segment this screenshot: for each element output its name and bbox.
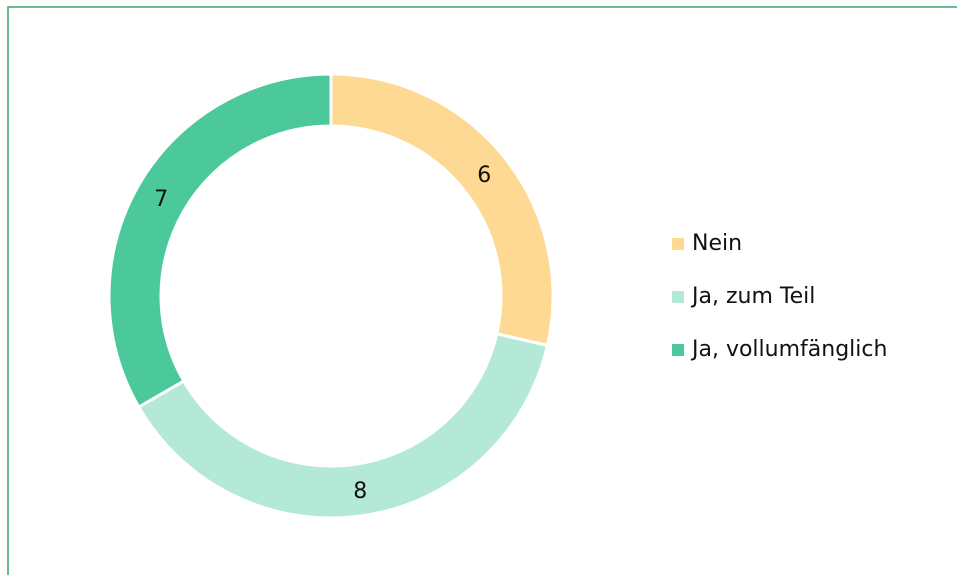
legend-swatch xyxy=(672,344,684,356)
legend-swatch xyxy=(672,291,684,303)
legend-label: Ja, zum Teil xyxy=(690,284,815,309)
donut-segment xyxy=(136,332,550,520)
data-label: 6 xyxy=(477,163,491,188)
legend-label: Ja, vollumfänglich xyxy=(690,337,887,362)
donut-segment xyxy=(107,72,333,410)
legend-swatch xyxy=(672,238,684,250)
frame xyxy=(7,6,957,575)
donut-segment xyxy=(329,72,555,348)
data-label: 8 xyxy=(353,479,367,504)
legend-label: Nein xyxy=(692,231,742,256)
data-label: 7 xyxy=(154,187,168,212)
